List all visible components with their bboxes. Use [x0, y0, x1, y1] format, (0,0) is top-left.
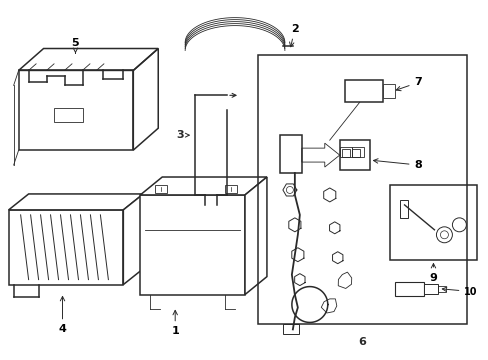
Text: 8: 8: [373, 159, 422, 170]
Bar: [283, 324, 298, 334]
Bar: [279, 135, 301, 173]
Bar: [341, 149, 349, 157]
Bar: [351, 149, 359, 157]
Bar: [258, 55, 467, 324]
Text: 7: 7: [395, 77, 422, 91]
Bar: [339, 140, 369, 170]
Text: 4: 4: [59, 296, 66, 334]
Bar: [394, 282, 424, 296]
Bar: [382, 84, 394, 98]
Text: 2: 2: [289, 24, 298, 47]
Polygon shape: [9, 194, 143, 210]
Bar: [53, 108, 83, 122]
Bar: [344, 80, 382, 102]
Polygon shape: [140, 195, 244, 294]
Text: 9: 9: [428, 264, 436, 283]
Bar: [224, 185, 237, 193]
Bar: [155, 185, 167, 193]
Text: 1: 1: [171, 310, 179, 336]
Bar: [399, 200, 407, 218]
Bar: [389, 185, 476, 260]
Bar: [424, 284, 438, 293]
Polygon shape: [140, 177, 266, 195]
Text: 3: 3: [176, 130, 183, 140]
Polygon shape: [9, 210, 123, 285]
Text: 5: 5: [72, 37, 79, 53]
Bar: [351, 147, 363, 157]
Bar: [339, 147, 351, 157]
Polygon shape: [123, 194, 143, 285]
Bar: [438, 285, 446, 292]
Text: 6: 6: [358, 337, 366, 347]
Text: 10: 10: [441, 287, 477, 297]
Polygon shape: [244, 177, 266, 294]
